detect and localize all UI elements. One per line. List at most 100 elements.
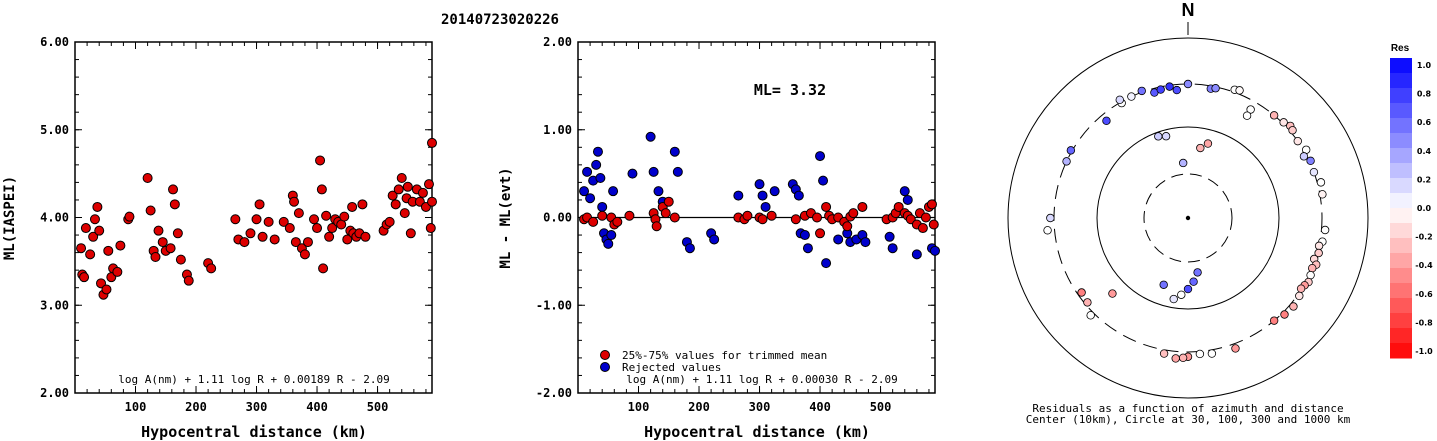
station-residual-point — [1161, 132, 1171, 141]
station-residual-point — [1203, 139, 1213, 148]
station-residual-point — [1269, 316, 1279, 325]
ml-point — [427, 137, 437, 148]
rejected-point — [757, 190, 768, 201]
colorbar-cell — [1390, 328, 1412, 344]
ml-point — [425, 223, 436, 234]
station-residual-point — [1295, 291, 1304, 301]
station-residual-point — [1108, 289, 1117, 298]
station-residual-point — [1195, 349, 1205, 359]
station-residual-point — [1172, 85, 1182, 95]
trimmed-point — [588, 216, 599, 227]
colorbar-cell — [1390, 193, 1412, 209]
plot1-points — [76, 137, 437, 300]
trimmed-point — [612, 216, 623, 227]
ml-point — [423, 179, 434, 190]
trimmed-point — [857, 201, 868, 212]
station-residual-point — [1207, 349, 1217, 358]
x-tick-label: 100 — [628, 400, 650, 414]
ml-point — [168, 184, 179, 195]
trimmed-point — [928, 219, 939, 230]
station-residual-point — [1316, 178, 1326, 187]
legend-rejected-label: Rejected values — [622, 361, 721, 374]
colorbar-cell — [1390, 178, 1412, 194]
station-residual-point — [1077, 288, 1086, 297]
colorbar-tick-label: -0.8 — [1415, 318, 1433, 327]
rejected-point — [815, 151, 826, 162]
colorbar-tick-label: -0.2 — [1415, 233, 1433, 242]
rejected-point — [591, 159, 602, 170]
x-tick-label: 200 — [688, 400, 710, 414]
trimmed-point — [757, 214, 768, 225]
rejected-point — [684, 243, 695, 254]
colorbar-cells — [1390, 58, 1412, 359]
station-residual-point — [1235, 86, 1244, 95]
ml-point — [92, 201, 103, 212]
station-residual-point — [1043, 226, 1052, 235]
event-id-title: 20140723020226 — [441, 12, 559, 28]
rejected-point — [799, 230, 810, 241]
colorbar-tick-label: -0.6 — [1415, 290, 1433, 299]
ml-point — [153, 225, 164, 236]
ml-point — [360, 231, 371, 242]
trimmed-point — [660, 208, 671, 219]
ml-point — [96, 278, 107, 289]
ml-point — [278, 216, 289, 227]
station-residual-point — [1306, 156, 1315, 166]
ml-point — [115, 240, 126, 251]
station-residual-point — [1102, 116, 1111, 126]
x-tick-label: 500 — [870, 400, 892, 414]
ml-point — [387, 190, 398, 201]
rejected-point — [606, 230, 617, 241]
ml-iaspei-scatter-plot: 2.00 3.00 4.00 5.00 6.00 100 200 300 400 500 log… — [2, 35, 437, 441]
colorbar-tick-label: -1.0 — [1415, 347, 1433, 356]
rejected-point — [672, 166, 683, 177]
plot2-y-ticks: -2.00 -1.00 0.00 1.00 2.00 — [536, 35, 935, 400]
trimmed-point — [766, 210, 777, 221]
station-residual-point — [1320, 225, 1330, 235]
ml-point — [384, 216, 395, 227]
colorbar-cell — [1390, 88, 1412, 104]
colorbar-cell — [1390, 223, 1412, 239]
trimmed-point — [790, 214, 801, 225]
ring-30km — [1143, 173, 1233, 263]
plot2-ylabel: ML - ML(evt) — [498, 167, 514, 268]
station-residual-point — [1046, 213, 1055, 223]
y-tick-label: 4.00 — [40, 211, 69, 225]
plot2-x-ticks: 100 200 300 400 500 — [589, 42, 930, 414]
station-residual-point — [1189, 277, 1198, 286]
ml-point — [399, 208, 410, 219]
colorbar-title: Res — [1391, 43, 1410, 54]
rejected-point — [833, 234, 844, 245]
rejected-point — [585, 193, 596, 204]
ml-point — [124, 211, 135, 222]
ml-point — [142, 173, 153, 184]
station-residual-point — [1242, 111, 1252, 120]
ml-point — [269, 234, 280, 245]
colorbar-cell — [1390, 208, 1412, 224]
trimmed-point — [821, 201, 832, 212]
rejected-point — [802, 243, 813, 254]
ml-point — [206, 263, 217, 274]
ml-point — [150, 251, 161, 262]
ml-point — [172, 228, 183, 239]
ml-point — [402, 181, 413, 192]
station-residual-point — [1066, 146, 1076, 155]
rejected-point — [709, 234, 720, 245]
rejected-point — [733, 190, 744, 201]
ml-point — [312, 223, 323, 234]
ml-point — [157, 237, 168, 248]
station-residual-point — [1159, 349, 1169, 358]
colorbar-cell — [1390, 73, 1412, 89]
rejected-point — [899, 186, 910, 197]
rejected-point — [597, 201, 608, 212]
y-tick-label: 2.00 — [543, 35, 572, 49]
colorbar-tick-label: 0.8 — [1417, 90, 1432, 99]
station-residual-point — [1154, 132, 1163, 141]
colorbar-tick-label: 0.2 — [1417, 175, 1431, 184]
rejected-point — [627, 168, 638, 179]
station-residual-point — [1062, 157, 1071, 166]
ml-point — [165, 243, 176, 254]
polar-points — [1043, 79, 1330, 363]
station-residual-point — [1183, 284, 1193, 294]
ml-point — [230, 214, 241, 225]
